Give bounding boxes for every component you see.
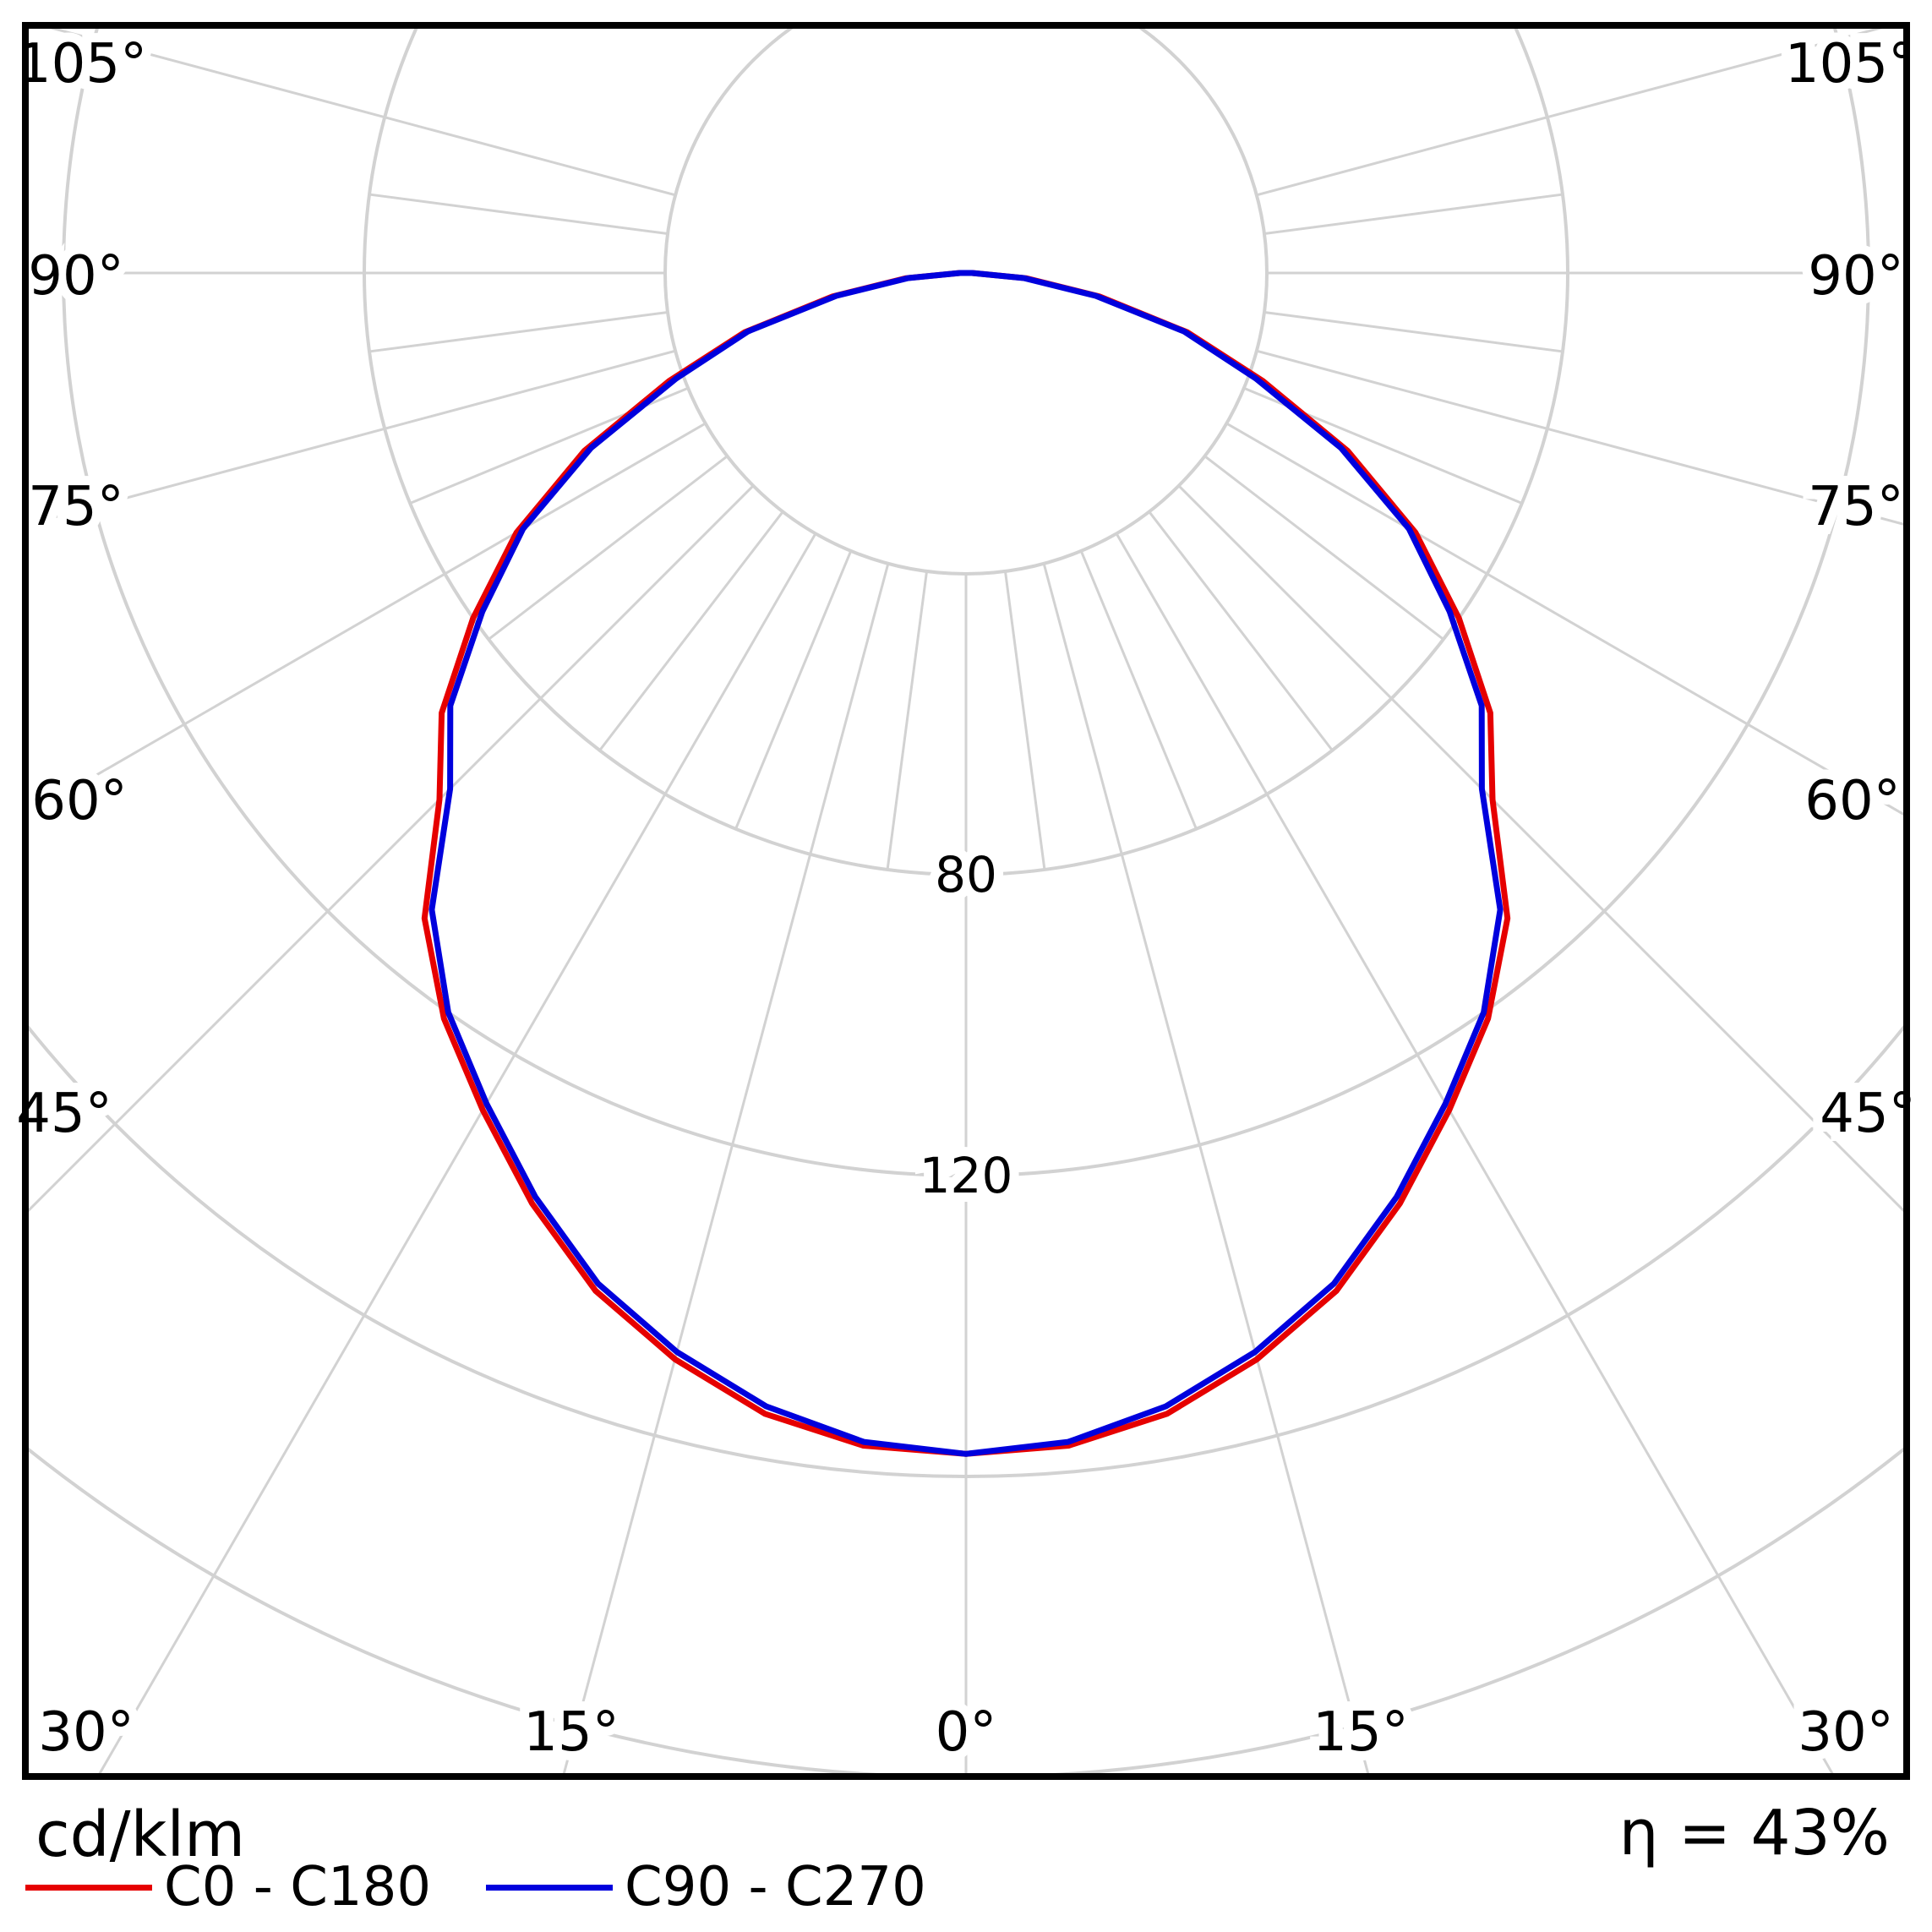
- angle-label-bottom-0: 30°: [38, 1701, 134, 1764]
- grid-ray--60: [29, 422, 707, 816]
- grid-labels: 80 120 105° 90° 75° 60° 45° 105° 90° 75° 60° 45° 30°…: [7, 24, 1924, 1773]
- grid-ray-75: [1256, 349, 1903, 526]
- legend-item-c90-c270: C90 - C270: [486, 1856, 926, 1918]
- angle-label-bottom-3: 15°: [1313, 1701, 1408, 1764]
- grid-minor-spoke--37.5: [598, 510, 784, 751]
- grid-ray-105: [1256, 29, 1883, 197]
- angle-label-left-90°: 90°: [28, 245, 123, 308]
- angle-label-bottom-4: 30°: [1798, 1701, 1893, 1764]
- angle-label-right-75°: 75°: [1808, 476, 1903, 538]
- grid-ray-60: [1225, 422, 1903, 816]
- grid-ray-45: [1177, 484, 1903, 1213]
- grid-ray--105: [49, 29, 676, 197]
- grid-minor-spoke--7.5: [886, 570, 929, 870]
- grid-minor-spoke--52.5: [488, 455, 729, 641]
- legend-label-c90-c270: C90 - C270: [625, 1856, 926, 1918]
- angle-label-right-60°: 60°: [1804, 770, 1900, 832]
- angle-label-left-105°: 105°: [17, 33, 147, 96]
- grid-minor-spoke--97.5: [368, 193, 669, 236]
- angle-label-left-45°: 45°: [16, 1083, 112, 1145]
- grid-minor-spoke-82.5: [1263, 310, 1564, 353]
- grid-ray--45: [29, 484, 755, 1213]
- angle-label-left-75°: 75°: [28, 476, 123, 538]
- grid-minor-spoke-37.5: [1148, 510, 1334, 751]
- plot-border: [22, 22, 1910, 1780]
- angle-label-right-45°: 45°: [1820, 1083, 1915, 1145]
- angle-label-right-90°: 90°: [1808, 245, 1903, 308]
- angle-label-bottom-2: 0°: [936, 1701, 997, 1764]
- legend-item-c0-c180: C0 - C180: [25, 1856, 431, 1918]
- grid-minor-spoke-22.5: [1079, 550, 1198, 830]
- ring-label-120: 120: [920, 1147, 1013, 1204]
- grid-minor-spoke--82.5: [368, 310, 669, 353]
- legend: C0 - C180 C90 - C270: [25, 1856, 926, 1918]
- angle-label-bottom-1: 15°: [523, 1701, 619, 1764]
- legend-line-red: [25, 1884, 152, 1891]
- grid-ray--30: [98, 532, 817, 1773]
- light-output-ratio-label: η = 43%: [1618, 1797, 1890, 1869]
- ldc-curves: [421, 270, 1511, 1457]
- grid-minor-spoke-52.5: [1203, 455, 1444, 641]
- grid-ray--15: [562, 563, 890, 1773]
- legend-line-blue: [486, 1884, 614, 1891]
- grid-ray--75: [29, 349, 676, 526]
- unit-label: cd/klm: [35, 1798, 246, 1871]
- legend-label-c0-c180: C0 - C180: [164, 1856, 432, 1918]
- ring-label-80: 80: [935, 846, 997, 903]
- grid-minor-spoke-7.5: [1003, 570, 1046, 870]
- grid-minor-spoke-97.5: [1263, 193, 1564, 236]
- grid-minor-spoke--22.5: [734, 550, 853, 830]
- curve-C90-C270: [428, 270, 1504, 1457]
- angle-label-right-105°: 105°: [1785, 33, 1915, 96]
- angle-label-left-60°: 60°: [31, 770, 127, 832]
- grid-ray-30: [1115, 532, 1834, 1773]
- grid-ray-15: [1042, 563, 1370, 1773]
